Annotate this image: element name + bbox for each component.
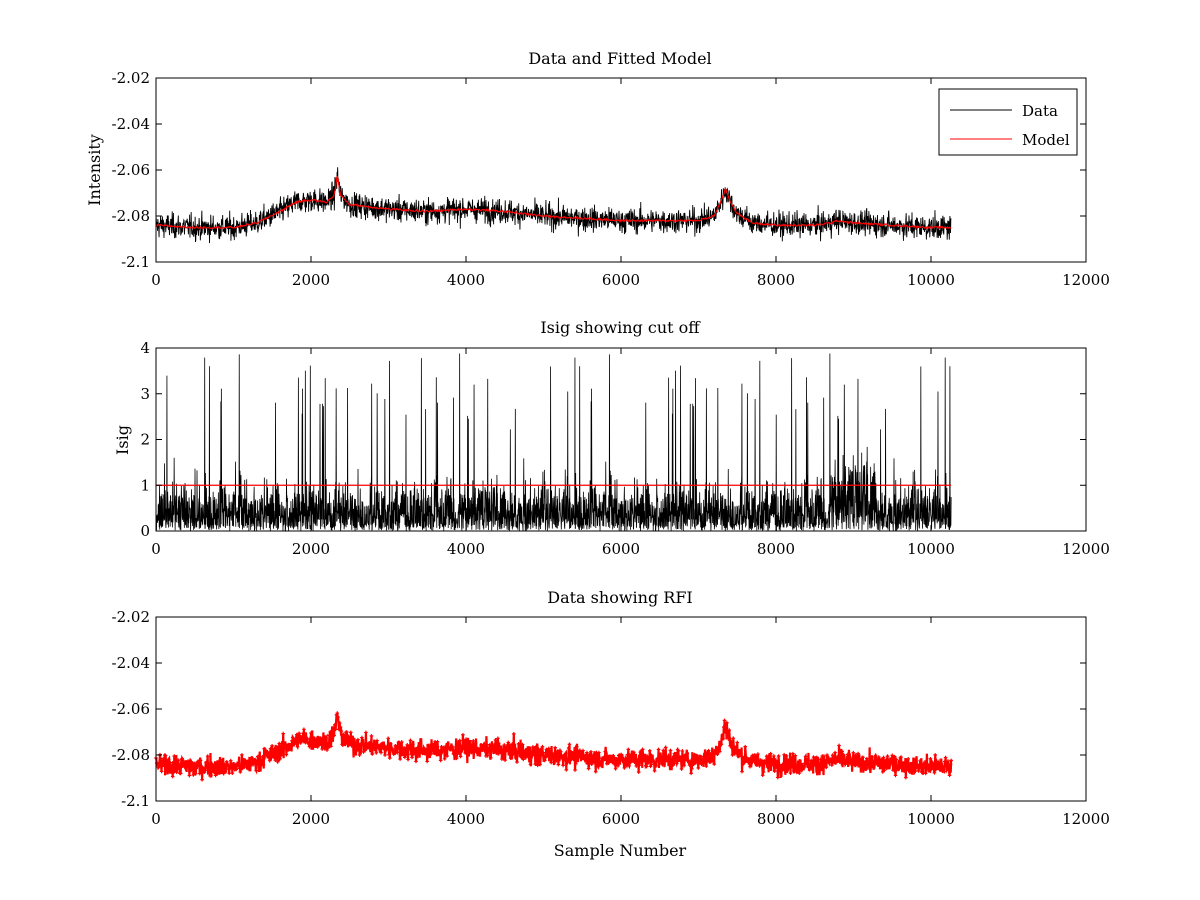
panel1-ticks: 0 2000 4000 6000 8000 10000 12000 -2.02 -2.04 -2.… xyxy=(112,69,1110,289)
y-tick-label: -2.1 xyxy=(121,792,150,810)
y-tick-label: -2.04 xyxy=(112,654,150,672)
y-tick-label: 2 xyxy=(140,431,150,449)
y-tick-label: 1 xyxy=(140,476,150,494)
y-tick-label: -2.02 xyxy=(112,69,150,87)
x-tick-label: 12000 xyxy=(1062,540,1110,558)
series-isig-line xyxy=(155,353,952,533)
x-tick-label: 10000 xyxy=(907,810,955,828)
panel3-ticks: 0 2000 4000 6000 8000 10000 12000 -2.02 -2.04 -2.… xyxy=(112,608,1110,828)
y-tick-label: 4 xyxy=(140,339,150,357)
y-tick-label: -2.04 xyxy=(112,115,150,133)
panel3-axes-frame xyxy=(155,616,1087,802)
panel3-xlabel: Sample Number xyxy=(554,841,687,860)
panel-rfi: Data showing RFI 0 2000 4000 6000 8000 10000 1… xyxy=(112,588,1110,860)
x-tick-label: 4000 xyxy=(447,271,485,289)
x-tick-label: 8000 xyxy=(757,810,795,828)
x-tick-label: 10000 xyxy=(907,271,955,289)
x-tick-label: 6000 xyxy=(602,271,640,289)
x-tick-label: 6000 xyxy=(602,810,640,828)
panel1-plot-area xyxy=(155,167,952,244)
y-tick-label: -2.08 xyxy=(112,207,150,225)
x-tick-label: 2000 xyxy=(292,540,330,558)
panel2-plot-area xyxy=(155,353,952,533)
x-tick-label: 0 xyxy=(151,540,161,558)
panel1-title: Data and Fitted Model xyxy=(528,49,711,68)
x-tick-label: 2000 xyxy=(292,271,330,289)
y-tick-label: -2.02 xyxy=(112,608,150,626)
panel3-plot-area xyxy=(154,711,953,782)
panel2-ylabel: Isig xyxy=(113,425,132,455)
legend-box xyxy=(938,88,1078,156)
panel1-ylabel: Intensity xyxy=(85,134,104,206)
series-rfi-markers xyxy=(154,711,953,782)
series-data-line xyxy=(155,167,952,244)
panel-isig: Isig showing cut off Isig 0 2000 4000 6000 8… xyxy=(113,318,1110,558)
panel3-title: Data showing RFI xyxy=(547,588,692,607)
panel2-title: Isig showing cut off xyxy=(540,318,701,337)
series-model-line xyxy=(155,175,952,230)
x-tick-label: 4000 xyxy=(447,810,485,828)
y-tick-label: -2.06 xyxy=(112,161,150,179)
legend-data-label: Data xyxy=(1022,102,1058,120)
x-tick-label: 2000 xyxy=(292,810,330,828)
panel-data-and-model: Data and Fitted Model Intensity 0 2000 400… xyxy=(85,49,1110,289)
x-tick-label: 12000 xyxy=(1062,810,1110,828)
y-tick-label: 3 xyxy=(140,385,150,403)
series-rfi-line xyxy=(154,712,953,780)
x-tick-label: 4000 xyxy=(447,540,485,558)
x-tick-label: 8000 xyxy=(757,540,795,558)
y-tick-label: -2.08 xyxy=(112,746,150,764)
x-tick-label: 0 xyxy=(151,271,161,289)
x-tick-label: 6000 xyxy=(602,540,640,558)
y-tick-label: -2.06 xyxy=(112,700,150,718)
x-tick-label: 8000 xyxy=(757,271,795,289)
y-tick-label: 0 xyxy=(140,522,150,540)
x-tick-label: 10000 xyxy=(907,540,955,558)
y-tick-label: -2.1 xyxy=(121,253,150,271)
x-tick-label: 0 xyxy=(151,810,161,828)
panel2-ticks: 0 2000 4000 6000 8000 10000 12000 0 1 2 3 4 xyxy=(140,339,1109,558)
legend: Data Model xyxy=(938,88,1078,156)
legend-model-label: Model xyxy=(1022,131,1070,149)
x-tick-label: 12000 xyxy=(1062,271,1110,289)
